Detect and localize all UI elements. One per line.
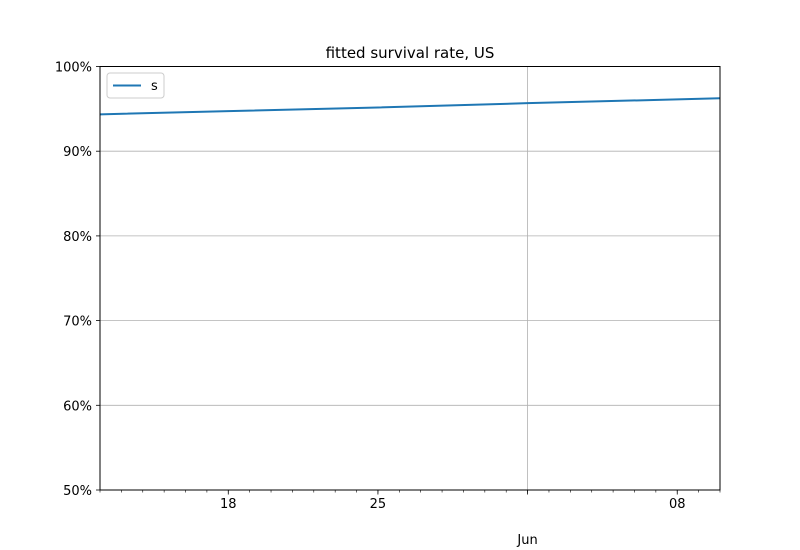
grid-lines [100, 66, 720, 491]
x-tick-label: 18 [220, 497, 237, 512]
y-tick-label: 90% [63, 145, 92, 160]
series-layer [99, 97, 721, 116]
y-tick-label: 70% [63, 315, 92, 330]
x-tick-label: 25 [370, 497, 387, 512]
x-axis: 1825Jun202008 [99, 490, 721, 550]
x-tick-label: 08 [669, 497, 686, 512]
plot-frame [99, 66, 721, 491]
legend-label: s [151, 79, 158, 94]
chart-title: fitted survival rate, US [326, 44, 495, 62]
y-tick-label: 60% [63, 399, 92, 414]
x-tick-label: Jun [516, 533, 537, 548]
legend: s [106, 72, 165, 99]
y-axis: 50% 60% 70% 80% 90% 100% [55, 61, 100, 499]
y-tick-label: 50% [63, 484, 92, 499]
y-tick-label: 100% [55, 61, 92, 76]
y-tick-label: 80% [63, 230, 92, 245]
series-line-s [99, 97, 721, 116]
